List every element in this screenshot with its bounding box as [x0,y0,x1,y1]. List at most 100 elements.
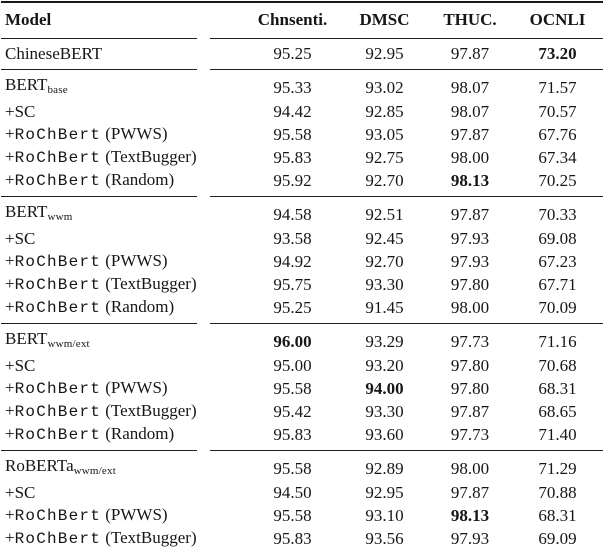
model-cell: BERTwwm [1,197,197,228]
model-name-text: +SC [5,483,36,502]
model-name-text: + [5,147,15,166]
table-row: BERTwwm/ext 96.00 93.29 97.73 71.16 [1,324,603,355]
score-cell: 97.87 [428,39,512,70]
table-row: +SC 94.50 92.95 97.87 70.88 [1,482,603,504]
col-header-model: Model [1,3,197,39]
table-row: ChineseBERT 95.25 92.95 97.87 73.20 [1,39,603,70]
table-row: +RoChBert (Random) 95.92 92.70 98.13 70.25 [1,169,603,197]
column-gap [197,39,210,70]
score-cell: 93.58 [273,229,312,248]
model-name-mono: RoChBert [14,299,102,317]
score-cell: 92.89 [365,458,404,478]
column-gap [197,146,210,169]
model-name-mono: RoChBert [14,126,102,144]
score-cell: 67.76 [538,124,577,144]
table-row: +SC 93.58 92.45 97.93 69.08 [1,228,603,250]
model-name-text: (TextBugger) [101,528,197,547]
model-name-mono: RoChBert [14,403,102,421]
model-name-mono: RoChBert [14,426,102,444]
model-name-text: (TextBugger) [101,147,197,166]
score-cell: 97.73 [428,423,512,451]
model-name-text: + [5,505,15,524]
score-cell: 97.93 [450,528,490,548]
model-name-text: (PWWS) [101,505,168,524]
score-cell: 69.08 [538,229,577,248]
score-cell: 71.29 [538,458,577,478]
model-name-text: BERT [5,75,48,94]
model-cell: +RoChBert (PWWS) [1,377,197,400]
model-name-text: (PWWS) [101,251,168,270]
model-subscript: wwm [47,211,73,223]
score-cell: 95.83 [273,528,312,548]
column-gap [197,423,210,451]
model-cell: +RoChBert (TextBugger) [1,400,197,423]
score-cell: 94.00 [365,378,404,398]
table-row: +RoChBert (TextBugger) 95.75 93.30 97.80 67.… [1,273,603,296]
score-cell: 70.88 [538,483,577,502]
header-row: Model Chnsenti. DMSC THUC. OCNLI [1,3,603,39]
score-cell: 68.31 [538,378,577,398]
table-row: +SC 95.00 93.20 97.80 70.68 [1,355,603,377]
score-cell: 92.75 [365,147,404,167]
score-cell: 68.65 [538,401,577,421]
table-row: RoBERTawwm/ext 95.58 92.89 98.00 71.29 [1,451,603,482]
column-gap [197,504,210,527]
model-cell: +RoChBert (PWWS) [1,504,197,527]
table-row: +RoChBert (PWWS) 95.58 94.00 97.80 68.31 [1,377,603,400]
score-cell: 93.20 [365,356,404,375]
score-cell: 98.07 [450,77,490,97]
score-cell: 94.58 [273,204,312,224]
score-cell: 70.57 [538,102,577,121]
model-cell: +RoChBert (Random) [1,423,197,451]
table-row: BERTbase 95.33 93.02 98.07 71.57 [1,70,603,101]
model-cell: +RoChBert (TextBugger) [1,527,197,548]
table-row: +RoChBert (PWWS) 95.58 93.10 98.13 68.31 [1,504,603,527]
model-name-mono: RoChBert [14,253,102,271]
score-cell: 95.83 [210,423,341,451]
score-cell: 95.58 [273,124,312,144]
score-cell: 92.95 [341,39,428,70]
model-name-text: + [5,378,15,397]
score-cell: 95.33 [273,77,312,97]
score-cell: 97.87 [450,124,490,144]
model-name-text: ChineseBERT [5,44,103,63]
table-row: +RoChBert (TextBugger) 95.42 93.30 97.87 68.… [1,400,603,423]
model-cell: +RoChBert (PWWS) [1,123,197,146]
model-name-text: (PWWS) [101,378,168,397]
table-row: +RoChBert (PWWS) 95.58 93.05 97.87 67.76 [1,123,603,146]
model-name-text: (TextBugger) [101,274,197,293]
model-name-mono: RoChBert [14,507,102,525]
score-cell: 95.25 [210,39,341,70]
table-body: ChineseBERT 95.25 92.95 97.87 73.20 BERTbase 9… [1,39,603,548]
score-cell: 70.68 [538,356,577,375]
score-cell: 95.58 [273,378,312,398]
model-name-text: + [5,528,15,547]
model-name-text: BERT [5,202,48,221]
score-cell: 96.00 [273,331,312,351]
score-cell: 67.23 [538,251,577,271]
model-name-text: (Random) [101,424,175,443]
model-name-text: (TextBugger) [101,401,197,420]
score-cell: 95.75 [273,274,312,294]
column-gap [197,3,210,39]
model-name-text: + [5,274,15,293]
score-cell: 97.87 [450,401,490,421]
model-subscript: wwm/ext [47,338,90,350]
column-gap [197,123,210,146]
score-cell: 94.50 [273,483,312,502]
score-cell: 69.09 [538,528,577,548]
column-gap [197,324,210,355]
score-cell: 98.07 [450,102,490,121]
score-cell: 94.92 [273,251,312,271]
table-row: +RoChBert (TextBugger) 95.83 93.56 97.93 69.… [1,527,603,548]
score-cell: 71.40 [512,423,603,451]
col-header-thuc: THUC. [428,3,512,39]
model-name-text: (PWWS) [101,124,168,143]
score-cell: 91.45 [341,296,428,324]
col-header-chnsenti: Chnsenti. [210,3,341,39]
model-cell: +RoChBert (Random) [1,296,197,324]
model-name-text: + [5,424,15,443]
column-gap [197,451,210,482]
